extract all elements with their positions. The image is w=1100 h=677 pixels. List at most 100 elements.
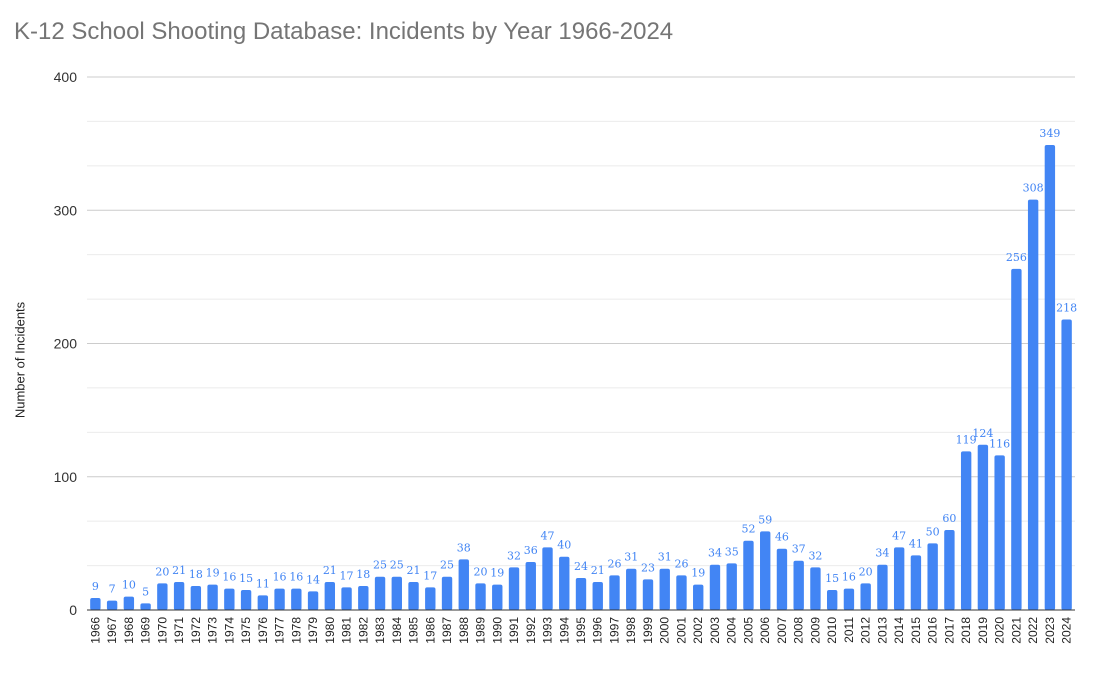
x-tick-label: 1972 [189, 617, 203, 644]
x-tick-label: 1966 [88, 617, 102, 644]
data-label: 18 [356, 568, 370, 581]
x-tick-label: 1977 [273, 617, 287, 644]
x-tick-label: 2009 [808, 617, 822, 644]
data-label: 16 [273, 571, 287, 584]
bar [994, 455, 1005, 610]
x-tick-label: 1967 [105, 617, 119, 644]
bar [1061, 319, 1072, 610]
data-label: 116 [989, 437, 1010, 450]
bar [642, 579, 654, 610]
x-tick-label: 1982 [356, 617, 370, 644]
data-label: 25 [440, 559, 454, 572]
x-tick-label: 2003 [708, 617, 722, 644]
bar [475, 583, 486, 610]
x-tick-label: 2022 [1026, 617, 1040, 644]
bar [492, 584, 503, 610]
bar [877, 564, 888, 610]
x-tick-label: 1983 [373, 617, 387, 644]
data-label: 14 [306, 573, 320, 586]
x-tick-label: 2011 [842, 617, 856, 643]
data-label: 24 [574, 560, 588, 573]
data-label: 5 [142, 585, 149, 598]
bar [676, 575, 687, 610]
chart-title: K-12 School Shooting Database: Incidents… [14, 18, 674, 45]
x-tick-label: 2014 [892, 617, 906, 644]
x-tick-label: 1996 [591, 617, 605, 644]
x-tick-label: 1993 [541, 617, 555, 644]
bar [224, 588, 235, 610]
x-tick-label: 2000 [658, 617, 672, 644]
bar [508, 567, 520, 610]
bar [726, 563, 737, 610]
data-label: 25 [390, 559, 404, 572]
x-tick-label: 1984 [390, 617, 404, 644]
x-tick-label: 1998 [624, 617, 638, 644]
data-label: 26 [607, 557, 621, 570]
x-tick-label: 1989 [474, 617, 488, 644]
x-tick-label: 2016 [926, 617, 940, 644]
x-tick-label: 2021 [1009, 617, 1023, 644]
x-tick-label: 1991 [507, 617, 521, 644]
data-label: 47 [541, 529, 555, 542]
gridlines [87, 76, 1075, 567]
x-tick-label: 2005 [741, 617, 755, 644]
data-label: 23 [641, 561, 655, 574]
x-tick-label: 1985 [407, 617, 421, 644]
bar [843, 588, 855, 610]
x-tick-label: 1978 [289, 617, 303, 644]
data-label: 31 [658, 551, 672, 564]
bar [190, 586, 202, 610]
data-label: 20 [474, 565, 488, 578]
bar [291, 588, 302, 610]
bar [1011, 268, 1022, 610]
x-tick-label: 1990 [490, 617, 504, 644]
data-label: 218 [1056, 302, 1077, 315]
y-tick-label: 0 [69, 602, 77, 618]
data-label: 60 [942, 512, 956, 525]
bar [157, 583, 168, 610]
data-label: 36 [524, 544, 538, 557]
y-axis-ticks: 0 100 200 300 400 [54, 69, 78, 618]
bar [927, 543, 938, 610]
data-label: 21 [323, 564, 337, 577]
data-label: 34 [875, 547, 889, 560]
x-tick-label: 1986 [423, 617, 437, 644]
bar [257, 595, 269, 610]
x-tick-label: 1994 [557, 617, 571, 644]
bar [893, 547, 905, 610]
data-label: 11 [256, 577, 270, 590]
x-tick-label: 1999 [641, 617, 655, 644]
x-tick-label: 1980 [323, 617, 337, 644]
x-tick-label: 1979 [306, 617, 320, 644]
bar [240, 590, 252, 610]
x-tick-label: 1981 [340, 617, 354, 644]
x-tick-label: 1997 [607, 617, 621, 644]
data-label: 17 [423, 569, 437, 582]
bar [358, 586, 369, 610]
bar [793, 560, 804, 610]
x-tick-label: 1969 [139, 617, 153, 644]
x-tick-label: 2018 [959, 617, 973, 644]
data-label: 31 [624, 551, 638, 564]
data-label: 16 [842, 571, 856, 584]
data-label: 18 [189, 568, 203, 581]
bar [575, 578, 587, 610]
x-tick-label: 1988 [457, 617, 471, 644]
data-label: 21 [172, 564, 186, 577]
x-tick-label: 2013 [875, 617, 889, 644]
x-tick-label: 2004 [725, 617, 739, 644]
data-label: 20 [155, 565, 169, 578]
x-tick-label: 2019 [976, 617, 990, 644]
x-tick-label: 2001 [674, 617, 688, 644]
data-label: 38 [457, 541, 471, 554]
bar [441, 576, 453, 610]
bar [90, 598, 101, 610]
data-label: 19 [490, 567, 504, 580]
x-tick-label: 1987 [440, 617, 454, 644]
bar [592, 582, 603, 610]
bar [743, 540, 754, 610]
data-label: 308 [1023, 182, 1044, 195]
data-label: 20 [859, 565, 873, 578]
